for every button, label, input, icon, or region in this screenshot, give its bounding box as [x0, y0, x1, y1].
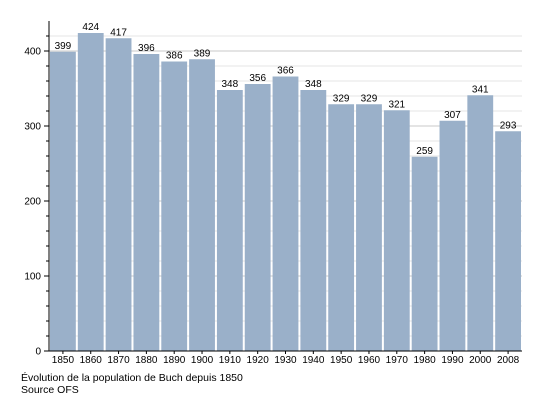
- bar-1910: [216, 90, 243, 351]
- bar-1890: [161, 61, 188, 351]
- data-label-1860: 424: [82, 22, 99, 33]
- bar-1990: [439, 120, 466, 351]
- caption-title: Évolution de la population de Buch depui…: [21, 372, 243, 384]
- data-label-1850: 399: [55, 41, 72, 52]
- bar-2000: [467, 95, 494, 351]
- data-label-1910: 348: [222, 79, 239, 90]
- data-labels: 399 424 417 396 386 389 348 356 366 348 329 329 321 2…: [55, 22, 517, 157]
- x-tick-label-1890: 1890: [163, 355, 186, 366]
- y-tick-label-100: 100: [24, 272, 41, 283]
- data-label-1920: 356: [249, 73, 266, 84]
- data-label-1890: 386: [166, 51, 183, 62]
- bar-1940: [300, 90, 327, 351]
- bar-1880: [133, 54, 160, 351]
- caption-source: Source OFS: [21, 384, 79, 396]
- x-tick-label-1970: 1970: [386, 355, 409, 366]
- y-tick-label-400: 400: [24, 47, 41, 58]
- bar-1920: [244, 84, 271, 351]
- x-tick-label-1850: 1850: [52, 355, 75, 366]
- y-tick-label-200: 200: [24, 197, 41, 208]
- bar-1980: [411, 156, 438, 351]
- axes: 1850 1860 1870 1880 1890 1900 1910 1920 1930 1940…: [24, 21, 522, 366]
- y-tick-label-300: 300: [24, 122, 41, 133]
- x-tick-label-1860: 1860: [80, 355, 103, 366]
- data-label-1900: 389: [194, 48, 211, 59]
- x-tick-label-1870: 1870: [107, 355, 130, 366]
- x-tick-label-1990: 1990: [441, 355, 464, 366]
- x-tick-label-2008: 2008: [497, 355, 520, 366]
- data-label-1990: 307: [444, 110, 461, 121]
- x-tick-label-1960: 1960: [358, 355, 381, 366]
- data-label-1930: 366: [277, 66, 294, 77]
- bar-1850: [50, 51, 76, 351]
- bar-1870: [105, 38, 132, 351]
- data-label-1980: 259: [416, 146, 433, 157]
- bar-1960: [356, 104, 382, 351]
- x-tick-label-1930: 1930: [274, 355, 297, 366]
- data-label-1960: 329: [361, 93, 378, 104]
- bar-1900: [189, 59, 215, 351]
- data-label-2000: 341: [472, 84, 489, 95]
- x-tick-label-1880: 1880: [135, 355, 158, 366]
- x-tick-label-1910: 1910: [219, 355, 242, 366]
- bar-1930: [272, 76, 299, 351]
- data-label-1970: 321: [388, 99, 405, 110]
- x-tick-label-1950: 1950: [330, 355, 353, 366]
- x-tick-label-1940: 1940: [302, 355, 325, 366]
- x-tick-label-1900: 1900: [191, 355, 214, 366]
- bars: [50, 33, 521, 351]
- x-tick-label-1920: 1920: [247, 355, 270, 366]
- x-tick-label-1980: 1980: [413, 355, 436, 366]
- y-tick-label-0: 0: [35, 347, 41, 358]
- data-label-1940: 348: [305, 79, 322, 90]
- data-label-2008: 293: [500, 120, 517, 131]
- bar-1950: [328, 104, 355, 351]
- data-label-1880: 396: [138, 43, 155, 54]
- data-label-1950: 329: [333, 93, 350, 104]
- bar-2008: [495, 131, 521, 351]
- data-label-1870: 417: [110, 27, 127, 38]
- x-tick-label-2000: 2000: [469, 355, 492, 366]
- bar-1970: [383, 110, 410, 351]
- bar-1860: [77, 33, 104, 351]
